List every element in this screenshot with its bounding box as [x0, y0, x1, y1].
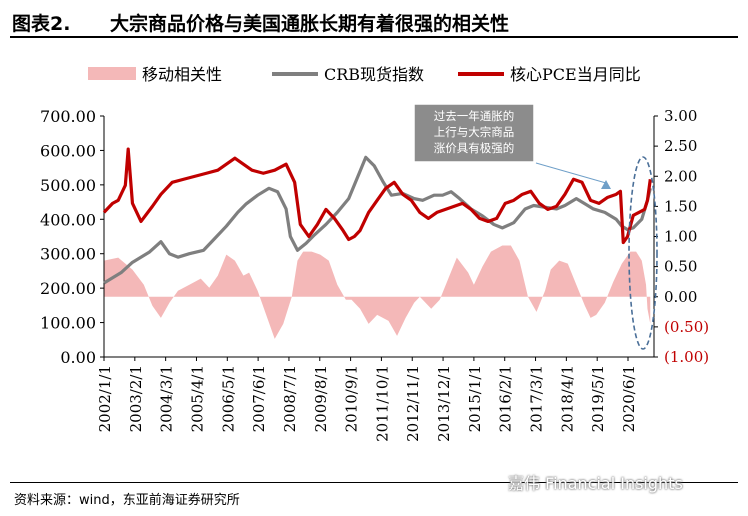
legend-label-corr: 移动相关性 [142, 65, 222, 84]
x-tick-label: 2004/3/1 [158, 365, 176, 432]
right-tick-label: 1.50 [664, 197, 697, 215]
left-tick-label: 700.00 [40, 107, 96, 126]
annotation-line: 上行与大宗商品 [434, 125, 515, 139]
highlight-ellipse [628, 156, 658, 350]
annotation-line: 过去一年通胀的 [434, 109, 515, 123]
source-note: 资料来源：wind，东亚前海证券研究所 [14, 493, 240, 508]
left-tick-label: 500.00 [40, 176, 96, 195]
left-tick-label: 0.00 [60, 348, 96, 367]
left-tick-label: 100.00 [40, 314, 96, 333]
series-crb-line [103, 155, 652, 285]
x-tick-label: 2018/4/1 [558, 365, 576, 432]
right-tick-label: 0.50 [664, 258, 697, 276]
x-tick-label: 2013/12/1 [435, 365, 453, 442]
x-tick-label: 2016/2/1 [497, 365, 515, 432]
x-tick-label: 2017/3/1 [528, 365, 546, 432]
left-tick-label: 300.00 [40, 245, 96, 264]
x-tick-label: 2009/8/1 [312, 365, 330, 432]
right-tick-label: (0.50) [664, 318, 709, 336]
x-tick-label: 2007/6/1 [250, 365, 268, 432]
annotation-arrowhead [601, 180, 611, 189]
series-pce-line [102, 147, 652, 245]
figure-label: 图表2. [12, 13, 71, 35]
figure-title-bar: 图表2. 大宗商品价格与美国通胀长期有着很强的相关性 [10, 6, 738, 38]
watermark: 嘉伟 Financial Insights [508, 474, 683, 493]
x-tick-label: 2015/1/1 [466, 365, 484, 432]
x-tick-label: 2012/11/1 [404, 365, 422, 442]
right-tick-label: 1.00 [664, 228, 697, 246]
x-tick-label: 2020/6/1 [620, 365, 638, 432]
left-tick-label: 600.00 [40, 141, 96, 160]
right-tick-label: 2.50 [664, 137, 697, 155]
annotation-line: 涨价具有极强的 [434, 141, 515, 155]
left-tick-label: 400.00 [40, 210, 96, 229]
right-tick-label: 2.00 [664, 167, 697, 185]
annotation-leader [535, 162, 607, 184]
x-tick-label: 2003/2/1 [127, 365, 145, 432]
legend-swatch-corr [88, 67, 136, 80]
series-corr-area [104, 245, 651, 339]
x-tick-label: 2006/5/1 [219, 365, 237, 432]
right-tick-label: 0.00 [664, 288, 697, 306]
left-tick-label: 200.00 [40, 279, 96, 298]
x-tick-label: 2011/10/1 [373, 365, 391, 442]
figure-title: 大宗商品价格与美国通胀长期有着很强的相关性 [110, 13, 510, 35]
legend-label-pce: 核心PCE当月同比 [510, 65, 641, 84]
x-tick-label: 2019/5/1 [589, 365, 607, 432]
source-divider [10, 482, 738, 483]
right-tick-label: 3.00 [664, 107, 697, 125]
annotation-box [413, 103, 535, 163]
legend-label-crb: CRB现货指数 [324, 65, 424, 84]
x-tick-label: 2002/1/1 [96, 365, 114, 432]
right-tick-label: (1.00) [664, 348, 709, 366]
x-tick-label: 2008/7/1 [281, 365, 299, 432]
x-tick-label: 2005/4/1 [188, 365, 206, 432]
x-tick-label: 2010/9/1 [343, 365, 361, 432]
